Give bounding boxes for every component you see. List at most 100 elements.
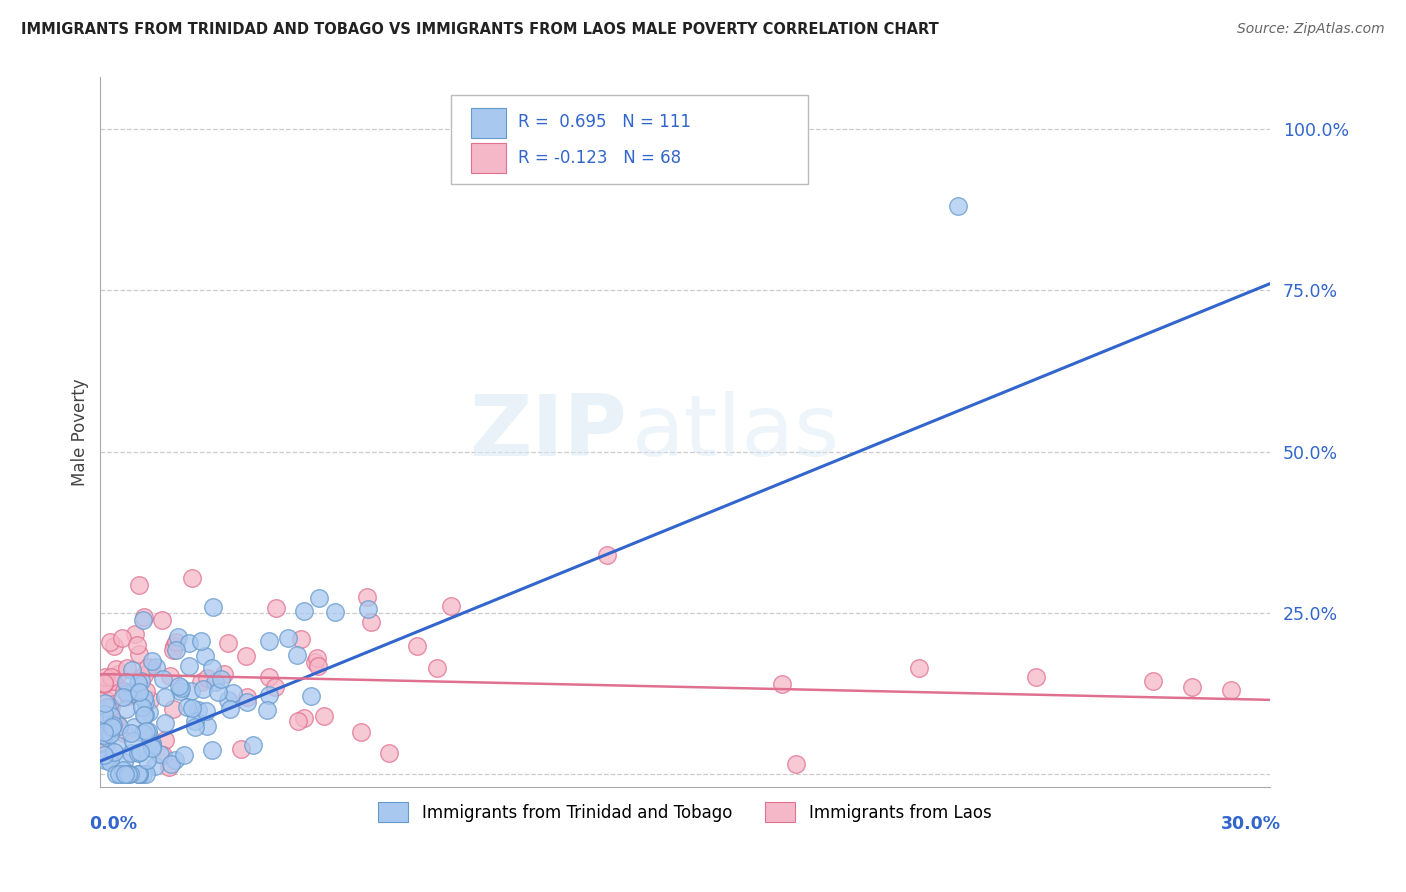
Point — [100, 755, 122, 769]
Point — [201, 743, 224, 757]
Point — [181, 570, 204, 584]
Point — [100, 700, 122, 714]
FancyBboxPatch shape — [451, 95, 807, 184]
Point — [105, 717, 128, 731]
Point — [94, 696, 117, 710]
Y-axis label: Male Poverty: Male Poverty — [72, 378, 89, 486]
Point — [242, 739, 264, 753]
Point — [103, 745, 125, 759]
Point — [204, 674, 226, 689]
Point — [162, 643, 184, 657]
Point — [153, 716, 176, 731]
Text: R =  0.695   N = 111: R = 0.695 N = 111 — [517, 113, 690, 131]
Point — [356, 591, 378, 605]
Point — [1025, 670, 1047, 684]
Point — [121, 734, 143, 748]
Point — [117, 689, 139, 703]
Point — [115, 661, 138, 675]
Point — [167, 679, 190, 693]
Point — [98, 727, 121, 741]
Point — [292, 604, 315, 618]
Point — [120, 726, 142, 740]
Point — [98, 703, 121, 717]
Point — [145, 660, 167, 674]
Point — [152, 748, 174, 763]
Point — [93, 707, 115, 722]
Point — [132, 691, 155, 706]
Point — [202, 600, 225, 615]
Point — [190, 634, 212, 648]
Point — [180, 684, 202, 698]
Point — [128, 745, 150, 759]
Point — [122, 686, 145, 700]
Point — [111, 767, 134, 781]
Point — [217, 636, 239, 650]
Point — [350, 725, 373, 739]
Point — [124, 683, 146, 698]
Point — [120, 747, 142, 761]
Point — [112, 683, 135, 698]
Point — [131, 767, 153, 781]
Legend: Immigrants from Trinidad and Tobago, Immigrants from Laos: Immigrants from Trinidad and Tobago, Imm… — [371, 796, 998, 829]
Point — [440, 599, 463, 614]
Point — [153, 690, 176, 705]
Point — [100, 634, 122, 648]
Point — [103, 640, 125, 654]
Point — [105, 767, 128, 781]
Point — [94, 753, 117, 767]
Point — [149, 747, 172, 762]
Point — [111, 763, 134, 777]
Text: atlas: atlas — [633, 391, 841, 474]
Point — [217, 693, 239, 707]
Point — [907, 660, 929, 674]
Point — [128, 648, 150, 662]
Point — [179, 636, 201, 650]
Point — [143, 759, 166, 773]
Point — [218, 702, 240, 716]
Point — [107, 719, 129, 733]
Point — [138, 705, 160, 719]
Point — [207, 684, 229, 698]
Point — [135, 684, 157, 698]
Point — [177, 659, 200, 673]
Point — [770, 677, 793, 691]
Point — [314, 709, 336, 723]
Point — [235, 695, 257, 709]
Point — [94, 738, 117, 752]
Point — [257, 670, 280, 684]
Point — [134, 707, 156, 722]
Point — [93, 714, 115, 729]
Point — [121, 663, 143, 677]
Point — [221, 686, 243, 700]
Point — [195, 704, 218, 718]
Point — [167, 630, 190, 644]
Point — [93, 677, 115, 691]
Point — [136, 753, 159, 767]
Point — [236, 690, 259, 705]
Point — [128, 685, 150, 699]
Point — [299, 689, 322, 703]
Point — [117, 767, 139, 781]
Point — [195, 718, 218, 732]
Point — [115, 702, 138, 716]
Point — [93, 692, 115, 706]
Point — [357, 601, 380, 615]
Text: IMMIGRANTS FROM TRINIDAD AND TOBAGO VS IMMIGRANTS FROM LAOS MALE POVERTY CORRELA: IMMIGRANTS FROM TRINIDAD AND TOBAGO VS I… — [21, 22, 939, 37]
Point — [378, 746, 401, 760]
Point — [115, 674, 138, 689]
Point — [135, 767, 157, 781]
Point — [191, 682, 214, 697]
Point — [229, 742, 252, 756]
Point — [406, 639, 429, 653]
Point — [127, 767, 149, 781]
Point — [93, 747, 115, 762]
Point — [257, 634, 280, 648]
Point — [105, 739, 128, 753]
Point — [96, 675, 118, 690]
Text: Source: ZipAtlas.com: Source: ZipAtlas.com — [1237, 22, 1385, 37]
Point — [94, 730, 117, 744]
Point — [93, 676, 115, 690]
Point — [134, 695, 156, 709]
Point — [165, 754, 187, 768]
Point — [187, 703, 209, 717]
